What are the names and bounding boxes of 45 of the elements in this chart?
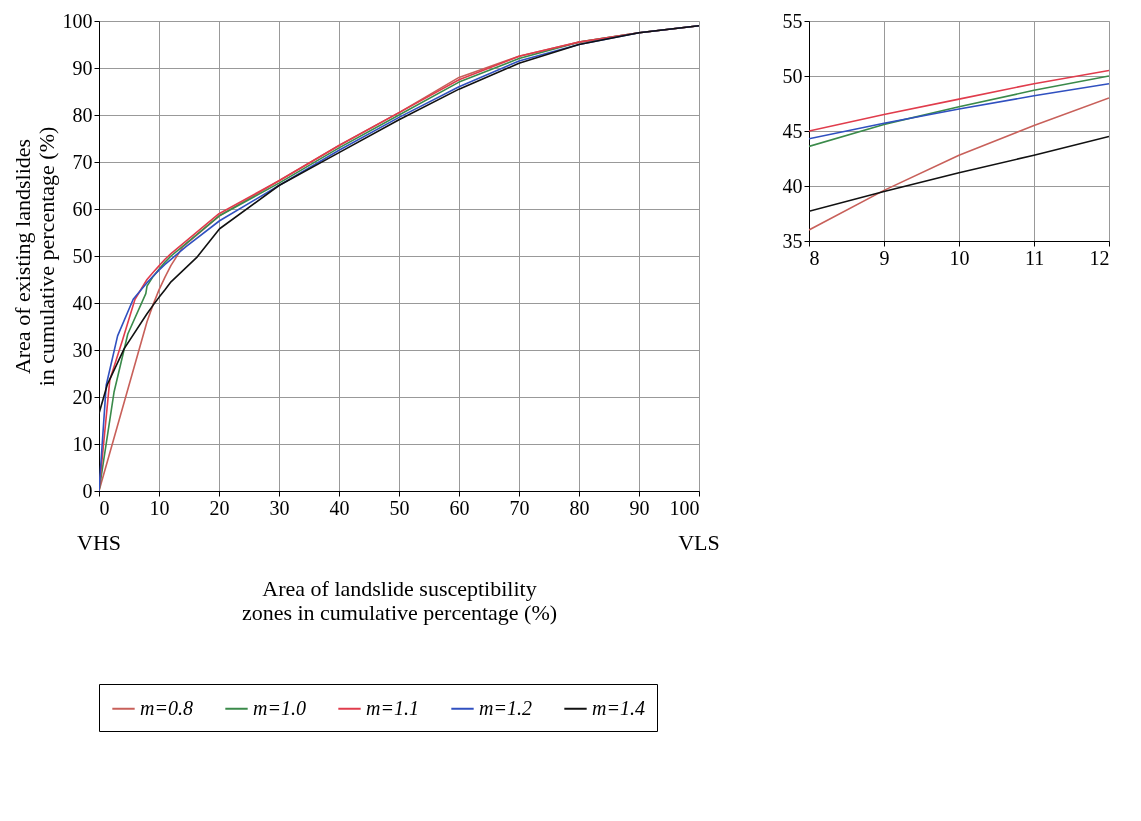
y-tick-label: 55 bbox=[782, 9, 803, 32]
line-series bbox=[809, 75, 1109, 148]
x-tick-label: 11 bbox=[1024, 246, 1045, 269]
legend-label: m=1.4 bbox=[592, 696, 645, 719]
y-tick-label: 50 bbox=[782, 64, 803, 87]
x-tick-label: 100 bbox=[669, 496, 700, 519]
x-tick-label: 30 bbox=[269, 496, 290, 519]
x-tick-label: 80 bbox=[569, 496, 590, 519]
y-tick-label: 80 bbox=[72, 103, 93, 126]
x-tick-label: 50 bbox=[389, 496, 410, 519]
x-axis-title: Area of landslide susceptibility zones in cumulative percentage (%) bbox=[241, 575, 558, 625]
y-tick-label: 30 bbox=[72, 338, 93, 361]
y-tick-label: 10 bbox=[72, 432, 93, 455]
x-tick-label: 10 bbox=[949, 246, 970, 269]
x-tick-label: 70 bbox=[509, 496, 530, 519]
line-series bbox=[809, 69, 1109, 132]
x-tick-label: 12 bbox=[1089, 246, 1110, 269]
text: VHS bbox=[76, 530, 122, 555]
x-tick-label: 60 bbox=[449, 496, 470, 519]
y-tick-label: 0 bbox=[82, 479, 93, 502]
y-tick-label: 70 bbox=[72, 150, 93, 173]
legend-label: m=1.0 bbox=[253, 696, 306, 719]
y-tick-label: 100 bbox=[62, 9, 93, 32]
line-series bbox=[809, 82, 1109, 140]
line-series bbox=[809, 97, 1109, 231]
line-series bbox=[809, 135, 1109, 213]
x-tick-label: 90 bbox=[629, 496, 650, 519]
x-tick-label: 20 bbox=[209, 496, 230, 519]
legend-label: m=1.1 bbox=[366, 696, 419, 719]
x-tick-label: 8 bbox=[809, 246, 820, 269]
y-tick-label: 60 bbox=[72, 197, 93, 220]
y-tick-label: 20 bbox=[72, 385, 93, 408]
legend-label: m=1.2 bbox=[479, 696, 532, 719]
x-tick-label: 0 bbox=[99, 496, 110, 519]
y-tick-label: 40 bbox=[782, 174, 803, 197]
y-axis-title: Area of existing landslides in cumulative percentage (%) bbox=[9, 126, 59, 387]
y-tick-label: 35 bbox=[782, 229, 803, 252]
x-tick-label: 40 bbox=[329, 496, 350, 519]
legend-label: m=0.8 bbox=[140, 696, 193, 719]
y-tick-label: 90 bbox=[72, 56, 93, 79]
text: VLS bbox=[678, 530, 720, 555]
x-tick-label: 10 bbox=[149, 496, 170, 519]
y-tick-label: 40 bbox=[72, 291, 93, 314]
y-tick-label: 45 bbox=[782, 119, 803, 142]
x-tick-label: 9 bbox=[879, 246, 890, 269]
